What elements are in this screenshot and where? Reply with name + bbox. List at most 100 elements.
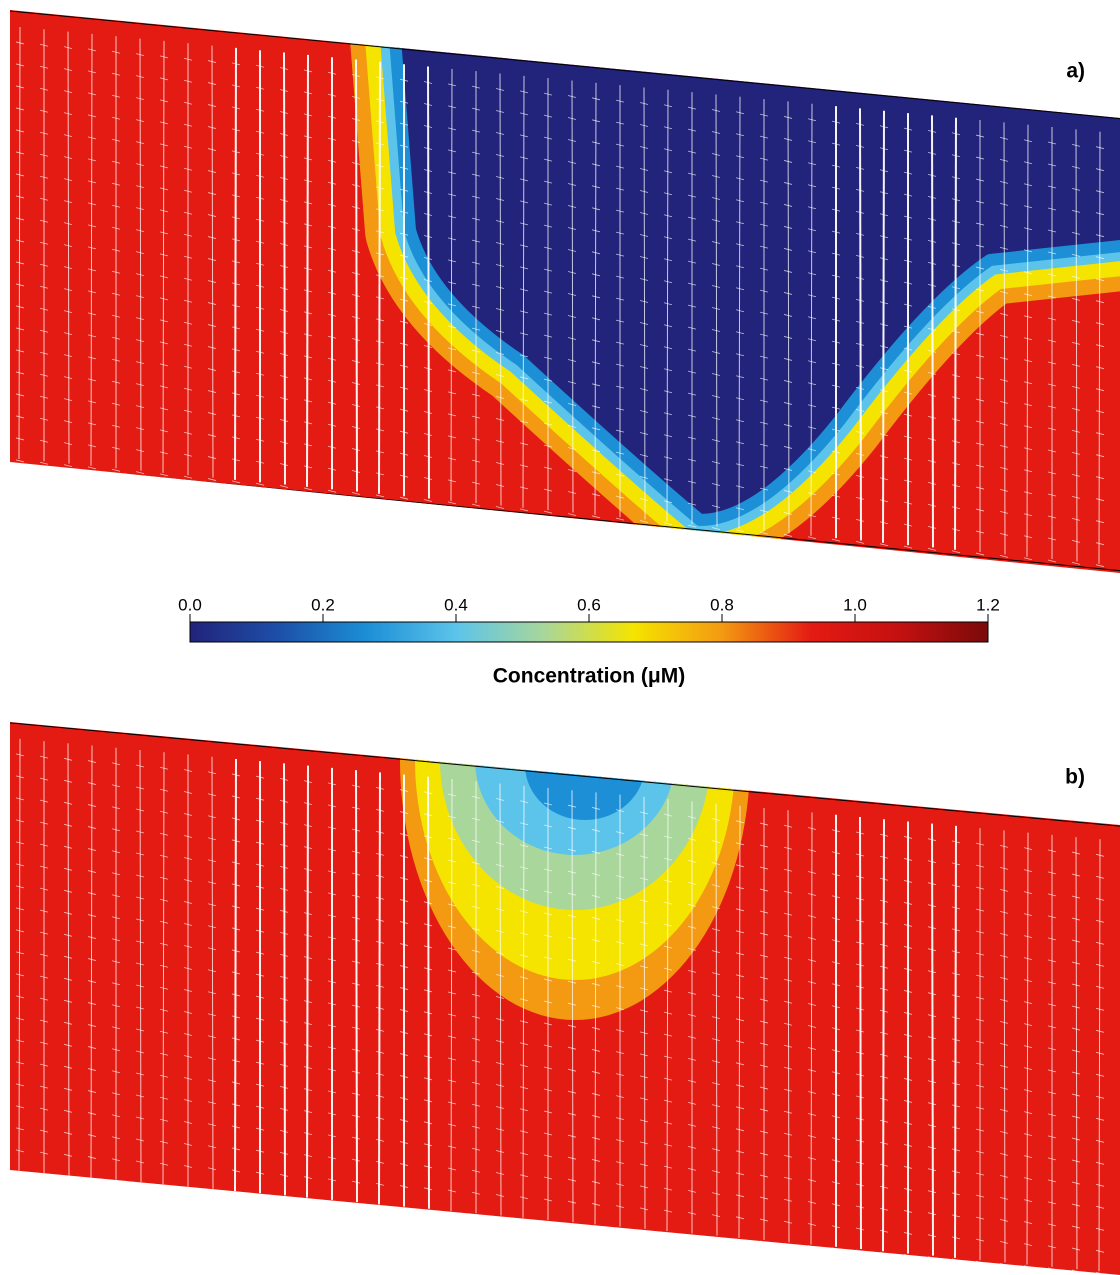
velocity-vector [279, 331, 289, 334]
velocity-vector [327, 870, 337, 874]
velocity-vector [519, 486, 529, 490]
velocity-vector [495, 154, 505, 157]
velocity-vector [999, 444, 1009, 448]
velocity-vector [567, 804, 577, 808]
velocity-vector [543, 934, 553, 938]
depletion-zone [440, 722, 710, 910]
velocity-vector [39, 219, 49, 223]
velocity-vector [615, 429, 625, 433]
velocity-vector [63, 464, 73, 467]
velocity-vector [1047, 1245, 1057, 1249]
velocity-vector [207, 1079, 217, 1083]
velocity-vector [519, 376, 529, 380]
velocity-vector [951, 1236, 961, 1240]
velocity-vector [135, 984, 145, 988]
velocity-vector [735, 1216, 745, 1220]
velocity-vector [591, 405, 601, 409]
velocity-vector [831, 318, 841, 322]
velocity-vector [639, 1075, 649, 1079]
velocity-vector [471, 1081, 481, 1085]
velocity-vector [135, 1138, 145, 1142]
velocity-vector [87, 70, 97, 74]
velocity-vector [715, 803, 718, 1236]
velocity-vector [255, 284, 265, 288]
velocity-vector [87, 980, 97, 983]
velocity-vector [207, 1189, 217, 1193]
velocity-vector [951, 928, 961, 932]
velocity-vector [735, 952, 745, 956]
velocity-vector [687, 172, 697, 176]
velocity-vector [567, 1178, 577, 1182]
velocity-vector [399, 496, 409, 500]
velocity-vector [231, 773, 241, 777]
velocity-vector [927, 838, 937, 842]
velocity-vector [615, 1095, 625, 1099]
velocity-vector [303, 333, 313, 337]
velocity-vector [1026, 124, 1029, 557]
velocity-vector [495, 1106, 505, 1109]
velocity-vector [231, 1059, 241, 1063]
velocity-vector [519, 222, 529, 226]
velocity-vector [951, 198, 961, 202]
velocity-vector [327, 1090, 337, 1094]
velocity-vector [159, 187, 169, 191]
velocity-vector [39, 461, 49, 465]
velocity-vector [159, 99, 169, 103]
velocity-vector [135, 383, 145, 386]
velocity-vector [495, 176, 505, 179]
velocity-vector [111, 960, 121, 964]
velocity-vector [783, 1088, 793, 1092]
velocity-vector [15, 327, 25, 331]
velocity-vector [471, 349, 481, 353]
velocity-vector [687, 238, 697, 242]
velocity-vector [15, 349, 25, 353]
velocity-vector [327, 489, 337, 493]
velocity-vector [615, 407, 625, 411]
velocity-vector [111, 446, 121, 450]
velocity-vector [427, 776, 430, 1209]
velocity-vector [927, 152, 937, 155]
velocity-vector [159, 275, 169, 279]
velocity-vector [231, 817, 241, 821]
velocity-vector [15, 1061, 25, 1065]
velocity-vector [927, 438, 937, 441]
colorbar-label: Concentration (μM) [493, 665, 686, 688]
velocity-vector [15, 1083, 25, 1087]
velocity-vector [615, 831, 625, 835]
velocity-vector [735, 419, 745, 423]
velocity-vector [807, 1069, 817, 1072]
velocity-vector [591, 895, 601, 898]
velocity-vector [207, 148, 217, 151]
velocity-vector [1023, 447, 1033, 451]
velocity-vector [399, 78, 409, 82]
depletion-zone [525, 722, 645, 820]
velocity-vector [519, 1064, 529, 1068]
velocity-vector [351, 1136, 361, 1140]
velocity-vector [519, 156, 529, 160]
velocity-vector [63, 266, 73, 269]
velocity-vector [567, 1156, 577, 1160]
velocity-vector [495, 1018, 505, 1021]
velocity-vector [807, 915, 817, 918]
velocity-vector [879, 301, 889, 305]
velocity-vector [87, 224, 97, 228]
velocity-vector [1071, 1247, 1081, 1251]
velocity-vector [39, 307, 49, 311]
velocity-vector [663, 923, 673, 927]
velocity-vector [927, 882, 937, 886]
velocity-vector [63, 332, 73, 335]
velocity-vector [375, 186, 385, 190]
velocity-vector [135, 251, 145, 254]
velocity-vector [903, 127, 913, 131]
velocity-vector [1023, 227, 1033, 231]
velocity-vector [231, 62, 241, 66]
velocity-vector [207, 236, 217, 239]
velocity-vector [855, 167, 865, 170]
velocity-vector [663, 813, 673, 817]
velocity-vector [711, 1214, 721, 1217]
velocity-vector [1023, 205, 1033, 209]
velocity-vector [783, 402, 793, 405]
velocity-vector [639, 1009, 649, 1013]
velocity-vector [999, 1042, 1009, 1046]
velocity-vector [711, 818, 721, 821]
